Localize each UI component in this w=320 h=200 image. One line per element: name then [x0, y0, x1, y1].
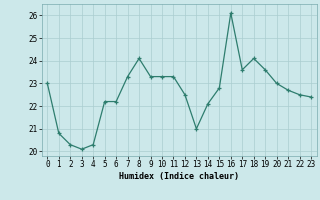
X-axis label: Humidex (Indice chaleur): Humidex (Indice chaleur)	[119, 172, 239, 181]
